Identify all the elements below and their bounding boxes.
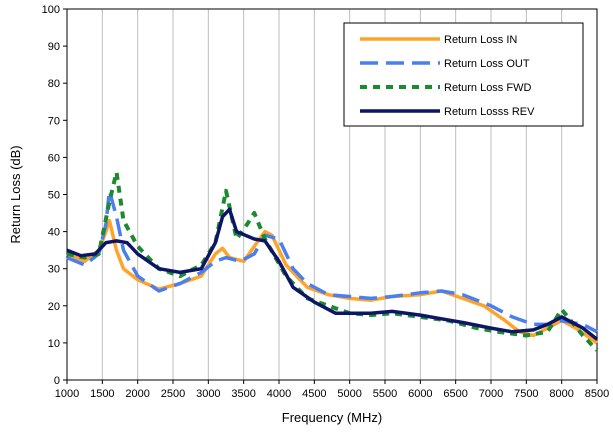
x-tick-label: 5000 [337, 388, 361, 400]
x-tick-label: 8000 [549, 388, 573, 400]
x-axis-ticks: 1000 1500 2000 2500 3000 3500 4000 4500 5000 5500… [55, 380, 609, 400]
y-tick-label: 100 [42, 4, 60, 16]
y-tick-label: 60 [48, 152, 60, 164]
series-line-return-losss-rev [66, 207, 599, 341]
x-tick-label: 3500 [231, 388, 255, 400]
y-tick-label: 50 [48, 190, 60, 202]
series-line-return-loss-out [66, 189, 598, 334]
x-tick-label: 3000 [196, 388, 220, 400]
legend-label: Return Loss FWD [444, 82, 531, 94]
y-tick-label: 10 [48, 338, 60, 350]
series-line-return-loss-in [66, 218, 599, 345]
x-tick-label: 8500 [585, 388, 609, 400]
series-lines [66, 170, 599, 352]
y-tick-label: 30 [48, 264, 60, 276]
y-axis-label: Return Loss (dB) [8, 145, 23, 243]
legend-label: Return Loss IN [444, 34, 517, 46]
y-tick-label: 40 [48, 227, 60, 239]
x-tick-label: 4000 [267, 388, 291, 400]
x-axis-label: Frequency (MHz) [282, 410, 382, 425]
x-tick-label: 2500 [161, 388, 185, 400]
x-tick-label: 7500 [514, 388, 538, 400]
x-tick-label: 6500 [443, 388, 467, 400]
x-tick-label: 2000 [125, 388, 149, 400]
y-tick-label: 70 [48, 115, 60, 127]
y-tick-label: 20 [48, 301, 60, 313]
y-axis-ticks: 0 10 20 30 40 50 60 70 80 90 100 [42, 4, 67, 387]
x-tick-label: 5500 [373, 388, 397, 400]
x-tick-label: 4500 [302, 388, 326, 400]
legend-label: Return Loss OUT [444, 58, 530, 70]
legend-label: Return Losss REV [444, 106, 535, 118]
series-line-return-loss-fwd [66, 170, 599, 352]
y-tick-label: 0 [54, 375, 60, 387]
y-tick-label: 80 [48, 78, 60, 90]
legend: Return Loss IN Return Loss OUT Return Loss… [343, 22, 584, 127]
x-tick-label: 1000 [55, 388, 79, 400]
x-tick-label: 1500 [90, 388, 114, 400]
x-tick-label: 7000 [479, 388, 503, 400]
x-tick-label: 6000 [408, 388, 432, 400]
y-tick-label: 90 [48, 41, 60, 53]
